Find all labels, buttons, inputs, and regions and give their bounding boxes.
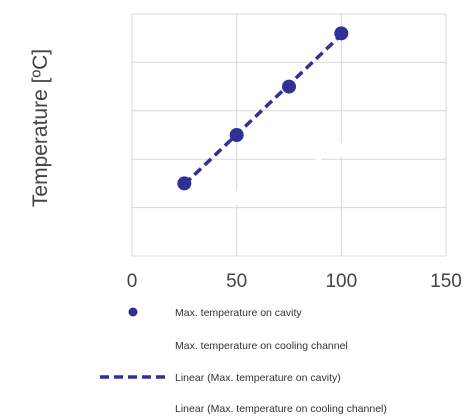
x-tick-label: 150: [430, 271, 462, 292]
legend-marker: [128, 307, 138, 317]
legend-label: Max. temperature on cooling channel: [175, 340, 348, 352]
legend-label: Linear (Max. temperature on cavity): [175, 372, 341, 384]
legend: Max. temperature on cavity Max. temperatu…: [100, 307, 387, 415]
legend-marker: [128, 340, 138, 350]
y-axis-label: Temperature [ºC]: [29, 49, 52, 207]
data-point: [334, 142, 349, 157]
plot-marks: [177, 26, 349, 205]
x-tick-label: 100: [325, 271, 357, 292]
legend-label: Max. temperature on cavity: [175, 307, 302, 319]
x-tick-label: 0: [127, 271, 138, 292]
x-tick-labels: 0 50 100 150: [127, 271, 462, 292]
grid: [132, 13, 447, 256]
trendline: [183, 33, 343, 186]
legend-label: Linear (Max. temperature on cooling chan…: [175, 403, 387, 415]
trendline: [235, 147, 343, 200]
axes: [131, 14, 446, 257]
data-point: [334, 26, 349, 41]
data-point: [229, 190, 244, 205]
data-point: [229, 128, 244, 142]
x-tick-label: 50: [226, 271, 247, 292]
data-point: [177, 176, 192, 191]
data-point: [282, 79, 296, 94]
